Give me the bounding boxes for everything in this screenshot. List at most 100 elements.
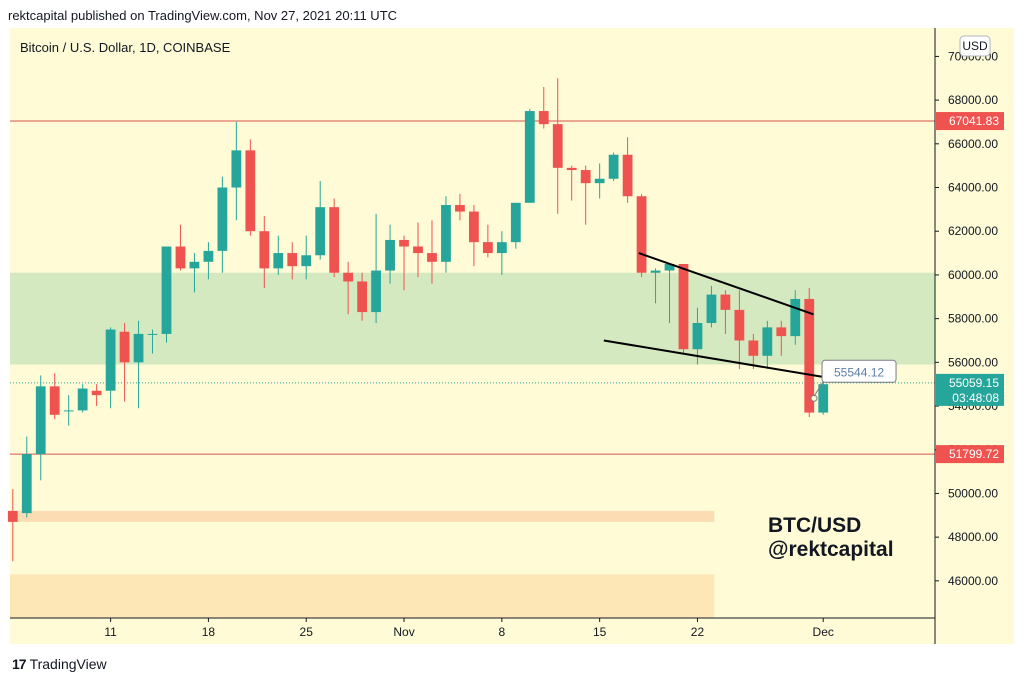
candle-body (231, 150, 242, 188)
candle[interactable] (287, 242, 298, 280)
level-price-tag (936, 112, 1004, 131)
candle-body (427, 253, 437, 262)
candle[interactable] (91, 384, 102, 407)
level-price-label: 67041.83 (949, 114, 999, 128)
candle[interactable] (818, 377, 829, 415)
candle[interactable] (790, 290, 801, 345)
candle-body (482, 242, 493, 254)
candle[interactable] (203, 242, 214, 280)
candle-body (762, 327, 773, 356)
candle[interactable] (259, 215, 270, 289)
candle[interactable] (21, 436, 32, 518)
upper-trendline[interactable] (638, 252, 814, 316)
candle[interactable] (580, 165, 591, 225)
candle[interactable] (7, 489, 18, 562)
candle[interactable] (119, 323, 130, 402)
candle[interactable] (510, 202, 521, 249)
tradingview-logo-icon: 17 (12, 656, 27, 672)
candle-body (496, 242, 507, 254)
candle-body (538, 111, 549, 125)
candle[interactable] (35, 375, 46, 481)
candle-body (161, 246, 172, 334)
candle[interactable] (399, 235, 409, 291)
candle[interactable] (441, 196, 451, 273)
candle[interactable] (329, 198, 340, 278)
candle[interactable] (594, 163, 605, 199)
candle[interactable] (231, 121, 242, 221)
lower-trendline[interactable] (603, 339, 828, 379)
candle[interactable] (720, 290, 731, 334)
x-tick-label: 11 (104, 625, 117, 639)
candle-body (776, 327, 787, 337)
candle[interactable] (496, 231, 507, 275)
trendlines-layer: 55544.12 (603, 252, 897, 402)
candle[interactable] (273, 235, 284, 275)
footer-brand[interactable]: 17 TradingView (12, 656, 107, 672)
candle[interactable] (608, 152, 619, 181)
watermark-handle: @rektcapital (768, 538, 894, 561)
peach-zone (10, 574, 715, 618)
candle[interactable] (427, 220, 437, 284)
candle[interactable] (762, 320, 773, 369)
candle-body (119, 331, 130, 363)
candle[interactable] (245, 139, 256, 236)
candle[interactable] (371, 213, 381, 323)
candle-body (413, 246, 423, 254)
candle-body (804, 298, 815, 413)
candle[interactable] (217, 176, 228, 273)
candle[interactable] (175, 224, 186, 271)
candle[interactable] (748, 333, 759, 369)
candle[interactable] (482, 224, 493, 258)
candle[interactable] (776, 320, 787, 356)
candle-body (259, 231, 270, 269)
candle-body (455, 205, 465, 212)
candle[interactable] (301, 235, 312, 280)
candle[interactable] (49, 373, 60, 420)
candle-body (273, 253, 284, 269)
candle[interactable] (650, 268, 661, 304)
candle[interactable] (105, 327, 116, 409)
candle[interactable] (77, 384, 88, 413)
candle[interactable] (315, 180, 326, 260)
level-price-tag (936, 445, 1004, 464)
candle-body (63, 410, 74, 412)
candle[interactable] (804, 288, 815, 417)
candle-body (622, 154, 633, 197)
candle[interactable] (189, 253, 200, 293)
candle[interactable] (357, 272, 368, 321)
chart-title: Bitcoin / U.S. Dollar, 1D, COINBASE (20, 40, 231, 55)
candle[interactable] (161, 246, 172, 343)
candle-body (650, 270, 661, 273)
candle[interactable] (455, 194, 465, 221)
candle[interactable] (622, 137, 633, 203)
last-price-tag (936, 373, 1004, 406)
candle[interactable] (552, 78, 563, 214)
candle[interactable] (343, 261, 354, 315)
candle-body (315, 207, 326, 256)
candle-body (21, 454, 32, 514)
candle[interactable] (706, 285, 717, 328)
candle-body (580, 170, 591, 184)
currency-badge[interactable]: USD (959, 35, 991, 57)
candle[interactable] (734, 290, 745, 369)
candle[interactable] (385, 224, 395, 284)
candle-body (692, 323, 703, 350)
candle-body (189, 261, 200, 269)
candle[interactable] (636, 194, 647, 278)
candle[interactable] (133, 320, 144, 409)
candle[interactable] (566, 165, 577, 201)
candle-body (35, 386, 46, 455)
candle[interactable] (147, 329, 158, 354)
candle[interactable] (469, 205, 479, 267)
candle[interactable] (678, 264, 689, 354)
candle[interactable] (413, 222, 423, 278)
candle[interactable] (664, 264, 675, 323)
callout-box[interactable] (821, 359, 897, 383)
publish-header: rektcapital published on TradingView.com… (8, 8, 398, 23)
candle[interactable] (63, 395, 74, 426)
candle[interactable] (538, 87, 549, 129)
candle[interactable] (524, 108, 535, 203)
candle-body (608, 154, 619, 179)
candle-body (734, 309, 745, 341)
